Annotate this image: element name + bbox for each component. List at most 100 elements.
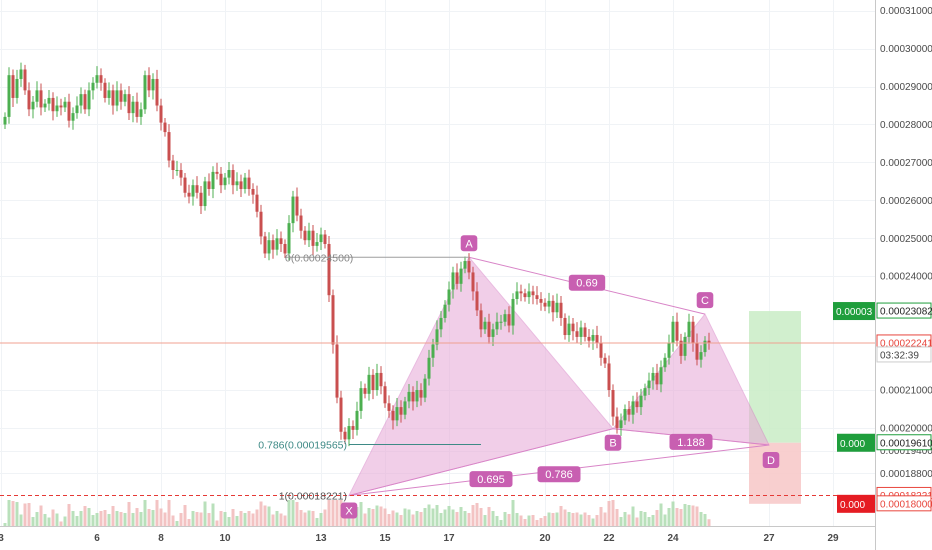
volume-bar: [531, 515, 535, 526]
candle-body: [119, 90, 123, 102]
candle-body: [503, 314, 507, 322]
candle-body: [255, 194, 259, 212]
volume-bar: [395, 512, 399, 526]
volume-bar: [11, 501, 15, 526]
volume-bar: [595, 515, 599, 526]
volume-bar: [311, 511, 315, 526]
volume-bar: [283, 515, 287, 526]
volume-bar: [387, 514, 391, 526]
candle-body: [287, 223, 291, 254]
volume-bar: [299, 510, 303, 526]
candle-body: [199, 192, 203, 207]
price-tick-label: 0.00019400: [880, 446, 932, 457]
candle-body: [191, 185, 195, 197]
candle-body: [155, 78, 159, 106]
candle-body: [315, 242, 319, 246]
volume-bar: [123, 513, 127, 526]
candle-body: [527, 291, 531, 298]
volume-bar: [631, 506, 635, 526]
price-tick-label: 0.00029000: [880, 82, 932, 93]
candle-body: [171, 160, 175, 171]
time-tick-label: 10: [219, 533, 231, 544]
candle-body: [603, 357, 607, 364]
ratio-ac-label: 0.69: [576, 278, 597, 290]
time-tick-label: 13: [315, 533, 327, 544]
volume-bar: [439, 513, 443, 526]
time-axis[interactable]: 3 6 8 10 13 15 17 20 22 24 27 29: [0, 533, 839, 544]
volume-bar: [183, 505, 187, 526]
volume-bar: [187, 519, 191, 526]
pattern-labels: A B C D X 0.69 0.695 0.786 1.188: [340, 235, 780, 519]
volume-bar: [251, 513, 255, 526]
point-c-label-bg: [696, 292, 714, 309]
volume-bar: [363, 513, 367, 526]
volume-bar: [411, 514, 415, 526]
volume-bar: [527, 515, 531, 526]
time-tick-label: 22: [603, 533, 615, 544]
volume-bar: [67, 504, 71, 526]
candle-body: [391, 410, 395, 421]
volume-bar: [479, 508, 483, 526]
volume-bar: [163, 512, 167, 526]
candle-body: [651, 372, 655, 381]
volume-bar: [235, 516, 239, 526]
candle-body: [111, 90, 115, 106]
volume-bar: [419, 512, 423, 526]
volume-bar: [703, 514, 707, 526]
volume-bar: [319, 513, 323, 526]
volume-bar: [619, 517, 623, 526]
volume-bar: [483, 515, 487, 526]
price-tick-label: 0.00026000: [880, 196, 932, 207]
candle-body: [491, 329, 495, 337]
volume-bar: [35, 512, 39, 526]
candle-body: [695, 342, 699, 360]
price-tags: 0.000230820.0002224103:32:390.000196100.…: [876, 302, 932, 512]
volume-bar: [171, 515, 175, 526]
volume-bar: [635, 517, 639, 526]
volume-bar: [495, 516, 499, 526]
candle-body: [675, 321, 679, 341]
volume-bar: [307, 510, 311, 526]
candle-body: [343, 431, 347, 440]
candle-body: [703, 340, 707, 353]
volume-bar: [275, 511, 279, 526]
volume-bar: [103, 510, 107, 526]
candle-body: [19, 69, 23, 79]
volume-bar: [371, 509, 375, 526]
candle-body: [359, 388, 363, 411]
volume-bar: [303, 512, 307, 526]
candle-body: [575, 331, 579, 337]
volume-bar: [555, 512, 559, 526]
candle-body: [671, 321, 675, 343]
volume-bar: [267, 506, 271, 526]
volume-bar: [379, 506, 383, 526]
candle-body: [47, 97, 51, 104]
candle-body: [179, 170, 183, 178]
candle-body: [135, 101, 139, 117]
level-lines: [0, 256, 875, 496]
volume-bar: [471, 505, 475, 526]
time-tick-label: 27: [763, 533, 775, 544]
price-tag-bg: [876, 495, 932, 512]
volume-bar: [651, 515, 655, 526]
point-c-label: C: [701, 295, 709, 307]
candle-body: [39, 90, 43, 108]
volume-bar: [587, 515, 591, 526]
candle-body: [215, 171, 219, 174]
volume-bar: [43, 514, 47, 526]
fib-1-label: 1(0.00018221): [279, 490, 347, 502]
volume-bar: [611, 500, 615, 526]
loss-zone: [749, 442, 801, 504]
price-axis[interactable]: 0.00031000 0.00030000 0.00029000 0.00028000…: [880, 6, 932, 480]
volume-bar: [179, 513, 183, 526]
volume-bar: [695, 506, 699, 526]
ratio-xb-label: 0.695: [477, 474, 505, 486]
price-tag: 03:32:39: [880, 350, 919, 361]
price-tick-label: 0.00021000: [880, 386, 932, 397]
candle-body: [579, 327, 583, 337]
candle-body: [643, 388, 647, 396]
volume-bar: [75, 516, 79, 526]
volume-bar: [55, 513, 59, 526]
position-tag: 0.00003: [836, 307, 873, 318]
